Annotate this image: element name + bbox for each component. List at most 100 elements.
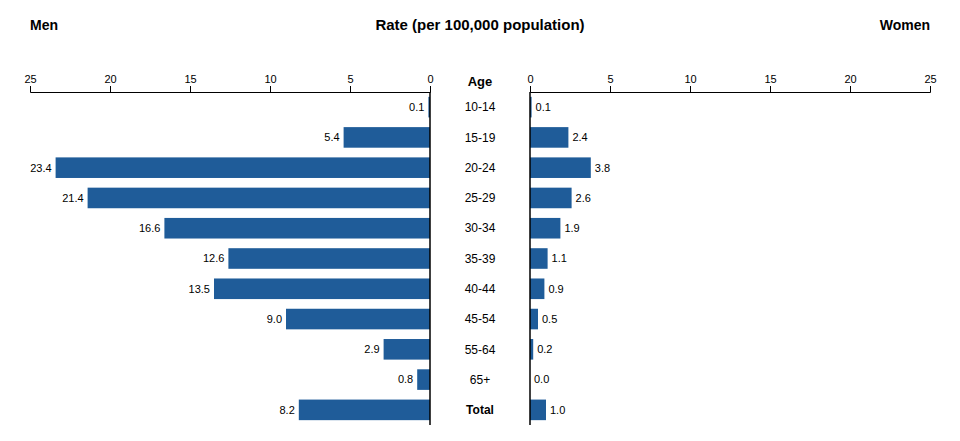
data-label: 0.9 [548,283,563,295]
tick: 0 [427,73,433,92]
tick-mark [530,86,531,92]
tick-mark [190,86,191,92]
category-label: 25-29 [465,191,496,205]
data-label: 5.4 [324,131,339,143]
data-label: 1.1 [552,252,567,264]
tick-mark [270,86,271,92]
category-label: 45-54 [465,312,496,326]
tick: 10 [264,73,276,92]
tick-label: 10 [684,73,696,85]
data-label: 21.4 [62,192,83,204]
bar [344,127,430,148]
tick-label: 25 [24,73,36,85]
bar [530,309,538,330]
zero-line [429,92,431,425]
bar [417,369,430,390]
data-labels: 0.1 5.4 23.4 21.4 16.6 12.6 13.5 9.0 2.9 0.8 8.2 [30,101,424,416]
tick-label: 20 [104,73,116,85]
tick-label: 25 [924,73,936,85]
data-label: 16.6 [139,222,160,234]
data-label: 0.2 [537,343,552,355]
tick-mark [30,86,31,92]
category-labels: 10-1415-1920-2425-2930-3435-3940-4445-54… [465,100,496,417]
bar [228,248,430,269]
tick-mark [430,86,431,92]
tick-label: 0 [527,73,533,85]
category-label: 65+ [470,373,490,387]
chart-container: Rate (per 100,000 population) Men 0 5 10 15 20… [0,0,960,441]
tick-label: 15 [184,73,196,85]
category-label: 20-24 [465,161,496,175]
axis-line [31,86,431,93]
tick-label: 5 [347,73,353,85]
data-label: 2.4 [572,131,587,143]
tick-label: 20 [844,73,856,85]
category-label: 15-19 [465,131,496,145]
bar [214,278,430,299]
data-label: 2.9 [364,343,379,355]
series-name: Women [880,17,930,33]
tick-mark [350,86,351,92]
data-label: 0.1 [409,101,424,113]
data-label: 12.6 [203,252,224,264]
bar [56,157,430,178]
chart: Rate (per 100,000 population) Men 0 5 10 15 20… [0,0,960,441]
bar [530,218,560,239]
tick-mark [770,86,771,92]
category-label: 30-34 [465,221,496,235]
tick: 20 [844,73,856,92]
bar [299,400,430,421]
category-label: 55-64 [465,343,496,357]
bar [530,248,548,269]
data-label: 9.0 [267,313,282,325]
series-name: Men [30,17,58,33]
data-labels: 0.1 2.4 3.8 2.6 1.9 1.1 0.9 0.5 0.2 0.0 1.0 [534,101,610,416]
bar [530,400,546,421]
bar [384,339,430,360]
bars [56,97,430,420]
tick-mark [110,86,111,92]
data-label: 23.4 [30,162,51,174]
data-label: 0.0 [534,373,549,385]
tick: 5 [607,73,613,92]
bar [530,188,572,209]
data-label: 1.9 [564,222,579,234]
tick-label: 0 [427,73,433,85]
tick: 10 [684,73,696,92]
bar [88,188,430,209]
zero-line [529,92,531,425]
x-axis: 0 5 10 15 20 25 [24,73,433,93]
category-label: 40-44 [465,282,496,296]
data-label: 3.8 [595,162,610,174]
bar [164,218,430,239]
tick-label: 10 [264,73,276,85]
tick-label: 15 [764,73,776,85]
bar [286,309,430,330]
data-label: 2.6 [576,192,591,204]
data-label: 1.0 [550,404,565,416]
tick-mark [690,86,691,92]
data-label: 8.2 [280,404,295,416]
tick: 15 [184,73,196,92]
tick-label: 5 [607,73,613,85]
bar [530,127,568,148]
tick: 25 [24,73,36,92]
title: Rate (per 100,000 population) [375,16,584,33]
category-label: 35-39 [465,252,496,266]
tick: 25 [924,73,936,92]
data-label: 0.8 [398,373,413,385]
tick-mark [610,86,611,92]
x-axis: 0 5 10 15 20 25 [527,73,936,93]
data-label: 0.5 [542,313,557,325]
category-label: Total [466,403,494,417]
bar [530,157,591,178]
tick-mark [850,86,851,92]
bars [530,97,591,420]
tick: 15 [764,73,776,92]
data-label: 13.5 [189,283,210,295]
bar [530,278,544,299]
tick-mark [930,86,931,92]
tick: 20 [104,73,116,92]
axis-line [531,86,931,93]
data-label: 0.1 [536,101,551,113]
